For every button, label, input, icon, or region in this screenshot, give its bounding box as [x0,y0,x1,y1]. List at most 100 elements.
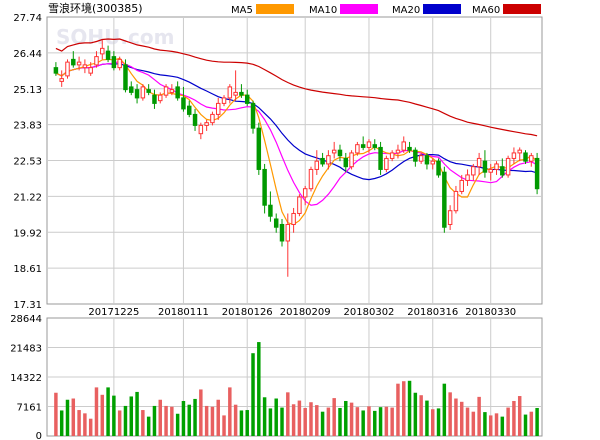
candle-body [279,223,285,242]
date-axis: 20171225 20180111 20180126 20180209 20180302… [88,307,516,318]
volume-bar [361,410,365,436]
legend-ma10-label: MA10 [309,5,337,16]
volume-bar [94,387,99,436]
volume-bar [112,395,116,436]
volume-tick-label: 0 [36,431,42,440]
candle-body [500,166,505,176]
volume-bar [280,407,284,436]
volume-bar [483,412,487,436]
candle-body [163,86,169,96]
candle-body [436,160,441,176]
volume-bar [117,410,122,436]
volume-bar [384,406,389,436]
volume-bar [355,407,360,436]
legend-ma5-label: MA5 [231,5,253,16]
volume-bar [245,410,249,436]
volume-bar [146,416,151,436]
volume-bar [315,405,319,436]
volume-bar [303,407,307,436]
volume-bar [506,407,510,436]
volume-bar [448,392,452,436]
volume-bar [239,410,244,436]
legend-ma20-swatch [423,4,461,14]
volume-bar [471,411,476,436]
candle-body [308,168,314,190]
price-tick-label: 23.83 [13,121,42,132]
candle-body [314,160,320,170]
candle-body [169,89,175,93]
volume-bar [309,402,313,436]
price-tick-label: 26.44 [13,49,42,60]
volume-bar [228,387,232,436]
candle-body [215,102,221,115]
price-tick-label: 27.74 [13,13,42,24]
volume-tick-label: 14322 [10,373,42,384]
volume-bar [344,400,348,436]
volume-bar [488,415,493,436]
volume-bar [83,413,87,436]
candle-body [239,91,244,96]
date-tick-label: 20180330 [465,307,516,318]
candle-body [343,157,349,168]
candle-body [476,157,482,168]
candlesticks [53,40,540,277]
volume-bar [175,413,180,436]
candle-body [534,157,540,190]
volume-bar [100,394,105,436]
volume-bar [152,405,157,436]
volume-bar [222,415,226,436]
price-axis: 27.74 26.44 25.13 23.83 22.53 21.22 19.92 18.61… [13,13,42,311]
candle-body [158,94,163,102]
volume-bar [332,398,336,436]
volume-bar [425,400,429,436]
candle-body [129,86,134,93]
volume-bar [320,411,325,436]
candle-body [401,141,406,151]
candle-body [175,86,180,99]
candle-body [100,47,105,55]
legend: MA5 MA10 MA20 MA60 [231,4,541,16]
candle-body [256,127,262,170]
candle-body [105,50,111,60]
volume-bar [268,408,273,436]
candle-body [494,163,499,170]
price-tick-label: 21.22 [13,192,42,203]
candle-body [187,105,192,115]
volume-bar [297,400,302,436]
candle-body [465,174,470,181]
volume-bar [390,407,394,436]
volume-bar [251,353,255,436]
volume-bar [407,380,412,436]
candle-body [297,196,302,214]
candle-body [198,124,204,135]
candle-body [430,160,435,165]
watermark: SOHU.com [56,25,174,49]
candle-body [372,144,378,148]
volume-bar [65,399,70,436]
volume-tick-label: 21483 [10,344,42,355]
price-tick-label: 25.13 [13,85,42,96]
legend-ma60-label: MA60 [472,5,500,16]
legend-ma10-swatch [340,4,378,14]
volume-bar [517,396,522,436]
candle-body [331,149,337,154]
price-tick-label: 19.92 [13,228,42,239]
volume-bar [494,413,499,436]
volume-bar [71,398,76,436]
candle-body [117,58,122,69]
volume-bar [59,410,64,436]
legend-ma20-label: MA20 [392,5,420,16]
volume-bar [378,407,383,436]
date-tick-label: 20180126 [222,307,273,318]
volume-bar [210,406,215,436]
volume-bar [500,416,505,436]
date-tick-label: 20171225 [88,307,139,318]
candle-body [482,160,488,173]
candle-body [471,166,476,176]
candle-body [424,155,430,165]
volume-bar [413,392,418,436]
volume-bar [442,383,447,436]
volume-bar [535,407,539,436]
volume-bar [431,409,435,436]
